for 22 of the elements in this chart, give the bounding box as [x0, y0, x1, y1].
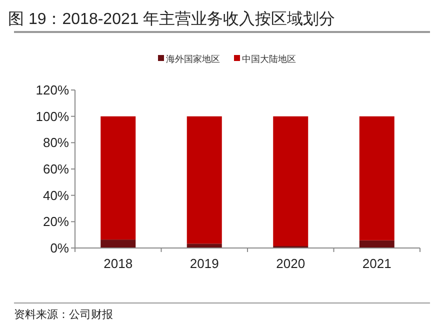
chart-title: 图 19：2018-2021 年主营业务收入按区域划分: [8, 10, 336, 28]
x-tick-label: 2021: [362, 256, 392, 271]
y-tick-label: 100%: [36, 108, 70, 124]
y-tick-label: 20%: [42, 214, 70, 230]
y-tick-label: 0%: [50, 240, 70, 256]
bar: [359, 240, 394, 248]
x-tick-label: 2018: [104, 256, 133, 271]
bar: [359, 116, 394, 240]
y-tick-label: 60%: [42, 162, 70, 176]
y-tick-label: 40%: [42, 188, 70, 203]
legend-label: 海外国家地区: [166, 54, 220, 64]
legend-label: 中国大陆地区: [242, 54, 296, 64]
bar: [100, 116, 136, 240]
x-tick-label: 2019: [190, 256, 219, 271]
bar: [186, 244, 222, 248]
x-tick-label: 2020: [276, 256, 306, 271]
bar: [100, 240, 136, 248]
y-tick-label: 120%: [36, 82, 70, 98]
bar: [273, 116, 308, 246]
y-tick-label: 80%: [42, 135, 70, 150]
bar: [186, 116, 222, 244]
text: 资料来源：公司财报: [14, 308, 113, 321]
